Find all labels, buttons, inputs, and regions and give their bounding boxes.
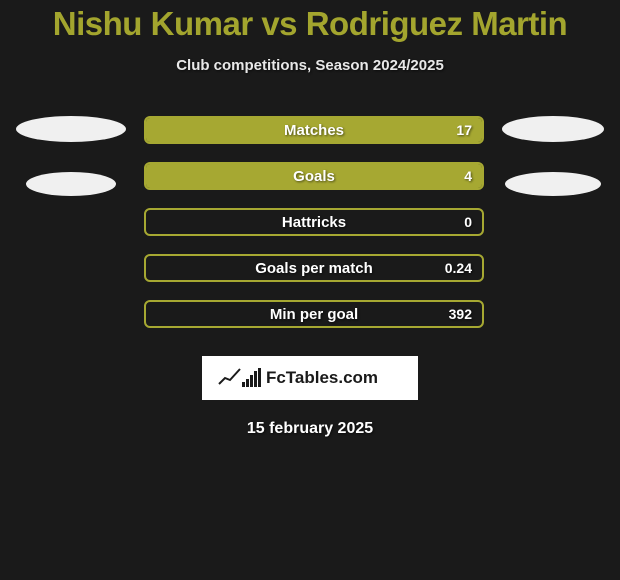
stat-bar: Goals per match 0.24 xyxy=(144,254,484,282)
logo-text: FcTables.com xyxy=(266,368,378,388)
subtitle: Club competitions, Season 2024/2025 xyxy=(0,57,620,74)
logo-bars-icon xyxy=(242,369,261,387)
player-ellipse xyxy=(16,116,126,142)
stat-bar: Hattricks 0 xyxy=(144,208,484,236)
stat-bar-value: 17 xyxy=(456,122,472,138)
bars-column: Matches 17 Goals 4 Hattricks 0 Goals per match… xyxy=(144,116,484,328)
stat-bar-label: Goals per match xyxy=(255,260,373,277)
stat-bar: Goals 4 xyxy=(144,162,484,190)
logo-bar-icon xyxy=(258,368,261,387)
page-title: Nishu Kumar vs Rodriguez Martin xyxy=(0,5,620,43)
player-ellipse xyxy=(502,116,604,142)
logo-bar-icon xyxy=(254,371,257,387)
logo-box: FcTables.com xyxy=(202,356,418,400)
logo-bar-icon xyxy=(246,379,249,387)
left-ellipse-col xyxy=(16,116,126,196)
stat-bar-value: 0.24 xyxy=(445,260,472,276)
stat-bar: Min per goal 392 xyxy=(144,300,484,328)
player-ellipse xyxy=(505,172,601,196)
right-ellipse-col xyxy=(502,116,604,196)
root-container: Nishu Kumar vs Rodriguez Martin Club com… xyxy=(0,0,620,438)
stat-bar-label: Min per goal xyxy=(270,306,358,323)
stat-bar-label: Hattricks xyxy=(282,214,346,231)
player-ellipse xyxy=(26,172,116,196)
logo-bar-icon xyxy=(242,382,245,387)
stats-area: Matches 17 Goals 4 Hattricks 0 Goals per match… xyxy=(0,116,620,328)
stat-bar-value: 0 xyxy=(464,214,472,230)
stat-bar: Matches 17 xyxy=(144,116,484,144)
stat-bar-value: 4 xyxy=(464,168,472,184)
stat-bar-label: Goals xyxy=(293,168,335,185)
stat-bar-label: Matches xyxy=(284,122,344,139)
date-text: 15 february 2025 xyxy=(0,420,620,438)
stat-bar-value: 392 xyxy=(449,306,472,322)
logo-bar-icon xyxy=(250,375,253,387)
logo-trend-icon xyxy=(218,367,242,387)
